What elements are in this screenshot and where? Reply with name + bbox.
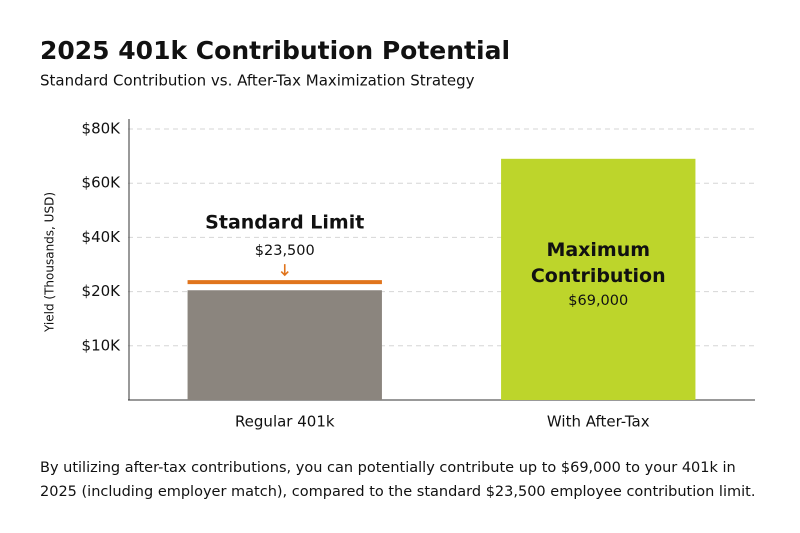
y-tick-label: $80K: [82, 120, 122, 138]
x-tick-label: Regular 401k: [235, 413, 335, 431]
bar: [501, 158, 696, 400]
y-tick-label: $60K: [82, 174, 122, 192]
limit-arrow: [280, 264, 289, 277]
limit-value-label: $23,500: [255, 243, 315, 259]
y-axis-label: Yield (Thousands, USD): [43, 192, 57, 333]
value-label: $69,000: [568, 292, 629, 309]
limit-label: Standard Limit: [205, 212, 364, 234]
y-tick-label: $10K: [82, 336, 122, 354]
footnote: By utilizing after-tax contributions, yo…: [40, 460, 756, 500]
y-tick-label: $20K: [82, 282, 122, 300]
y-tick-label: $40K: [82, 228, 122, 246]
bar-annotation: Maximum Contribution: [530, 238, 666, 287]
x-tick-label: With After-Tax: [547, 413, 650, 431]
chart-subtitle: Standard Contribution vs. After-Tax Maxi…: [40, 72, 475, 90]
bar: [187, 290, 382, 400]
chart-title: 2025 401k Contribution Potential: [40, 36, 510, 65]
